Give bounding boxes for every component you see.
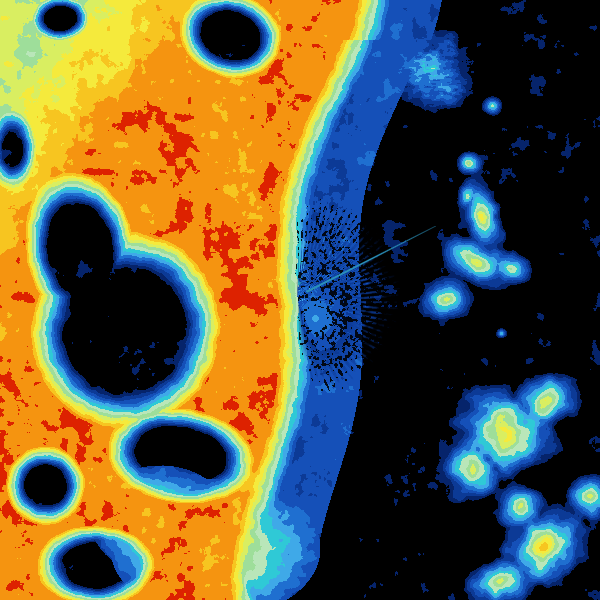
radar-reflectivity-canvas [0, 0, 600, 600]
radar-image-view: Radar Base Reflectivity [0, 0, 600, 600]
